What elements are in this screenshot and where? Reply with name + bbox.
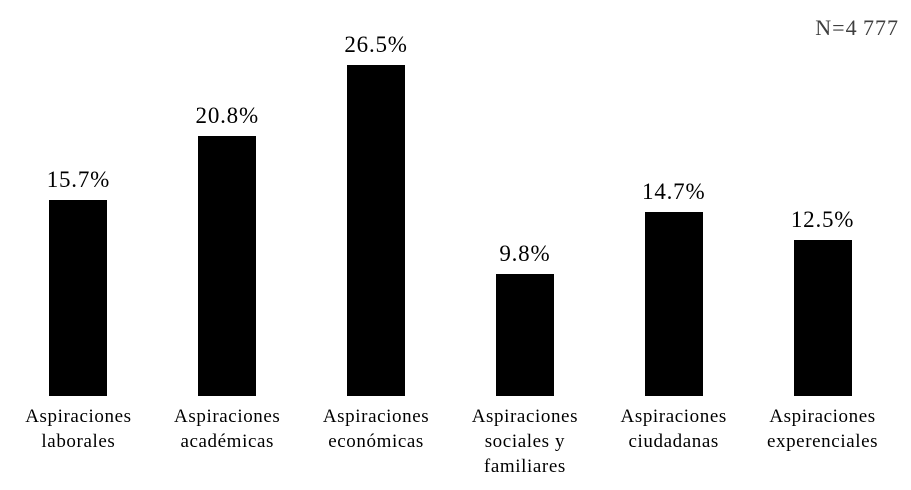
bar-area: 14.7% bbox=[642, 28, 705, 396]
bar-value-label: 9.8% bbox=[499, 240, 551, 266]
category-label: Aspiraciones sociales y familiares bbox=[471, 406, 579, 477]
bar-area: 12.5% bbox=[791, 28, 854, 396]
bar bbox=[49, 199, 108, 396]
bar-value-label: 26.5% bbox=[344, 31, 408, 57]
bar-column: 14.7% Aspiraciones ciudadanas bbox=[599, 28, 748, 479]
bars-row: 15.7% Aspiraciones laborales 20.8% Aspir… bbox=[4, 28, 897, 479]
bar-column: 12.5% Aspiraciones experenciales bbox=[748, 28, 897, 479]
bar bbox=[198, 136, 257, 396]
bar-area: 26.5% bbox=[344, 28, 407, 396]
bar-column: 26.5% Aspiraciones económicas bbox=[302, 28, 451, 479]
bar-area: 15.7% bbox=[47, 28, 110, 396]
bar bbox=[644, 212, 703, 396]
bar-value-label: 20.8% bbox=[195, 103, 259, 128]
bar-column: 20.8% Aspiraciones académicas bbox=[153, 28, 302, 479]
bar-value-label: 14.7% bbox=[642, 179, 706, 205]
category-label: Aspiraciones laborales bbox=[25, 406, 132, 452]
category-label: Aspiraciones económicas bbox=[322, 406, 430, 452]
bar-value-label: 15.7% bbox=[46, 166, 111, 192]
category-label: Aspiraciones académicas bbox=[174, 406, 281, 452]
bar-value-label: 12.5% bbox=[790, 206, 855, 232]
bar-area: 20.8% bbox=[196, 28, 259, 396]
category-label: Aspiraciones ciudadanas bbox=[620, 406, 727, 452]
category-label: Aspiraciones experenciales bbox=[766, 406, 879, 452]
sample-size-label: N=4 777 bbox=[815, 15, 899, 40]
bar bbox=[495, 273, 554, 396]
bar-column: 9.8% Aspiraciones sociales y familiares bbox=[450, 28, 599, 479]
bar bbox=[347, 64, 406, 396]
bar-area: 9.8% bbox=[495, 28, 554, 396]
bar-column: 15.7% Aspiraciones laborales bbox=[4, 28, 153, 479]
bar bbox=[793, 239, 852, 396]
